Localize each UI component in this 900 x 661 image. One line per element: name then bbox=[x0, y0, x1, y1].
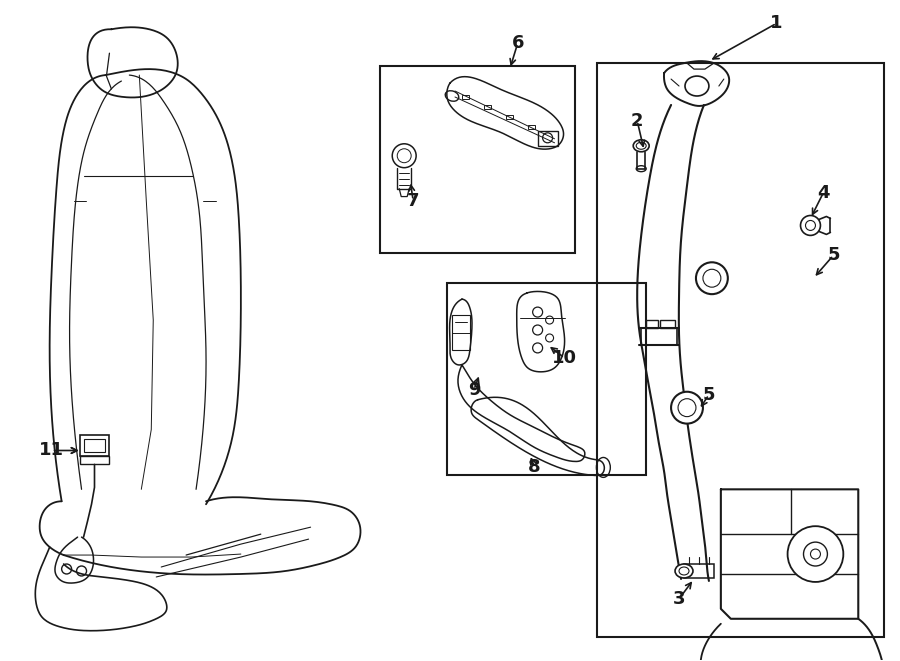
Text: 7: 7 bbox=[407, 192, 419, 210]
Bar bbox=[462, 95, 469, 99]
Text: 3: 3 bbox=[673, 590, 685, 608]
Bar bbox=[79, 434, 110, 457]
Bar bbox=[452, 315, 470, 350]
Text: 1: 1 bbox=[770, 15, 783, 32]
Bar bbox=[684, 564, 714, 578]
Text: 8: 8 bbox=[528, 459, 541, 477]
Ellipse shape bbox=[634, 140, 649, 152]
Bar bbox=[79, 457, 110, 465]
Text: 5: 5 bbox=[827, 247, 840, 264]
Bar bbox=[598, 63, 884, 637]
Text: 11: 11 bbox=[40, 442, 64, 459]
Circle shape bbox=[788, 526, 843, 582]
Circle shape bbox=[392, 144, 416, 168]
Text: 2: 2 bbox=[631, 112, 644, 130]
Ellipse shape bbox=[675, 564, 693, 578]
Circle shape bbox=[696, 262, 728, 294]
Bar bbox=[506, 115, 513, 119]
Bar bbox=[484, 105, 491, 109]
Text: 9: 9 bbox=[468, 381, 480, 399]
Bar bbox=[641, 328, 677, 345]
Bar bbox=[84, 438, 105, 453]
Bar bbox=[537, 131, 557, 146]
Bar bbox=[447, 283, 646, 475]
Circle shape bbox=[800, 215, 821, 235]
Bar bbox=[660, 320, 675, 328]
Text: 4: 4 bbox=[817, 184, 830, 202]
Bar bbox=[527, 125, 535, 129]
Circle shape bbox=[671, 392, 703, 424]
Text: 10: 10 bbox=[552, 349, 577, 367]
Bar bbox=[381, 66, 575, 253]
Bar bbox=[646, 320, 658, 328]
Text: 6: 6 bbox=[511, 34, 524, 52]
Text: 5: 5 bbox=[703, 386, 716, 404]
